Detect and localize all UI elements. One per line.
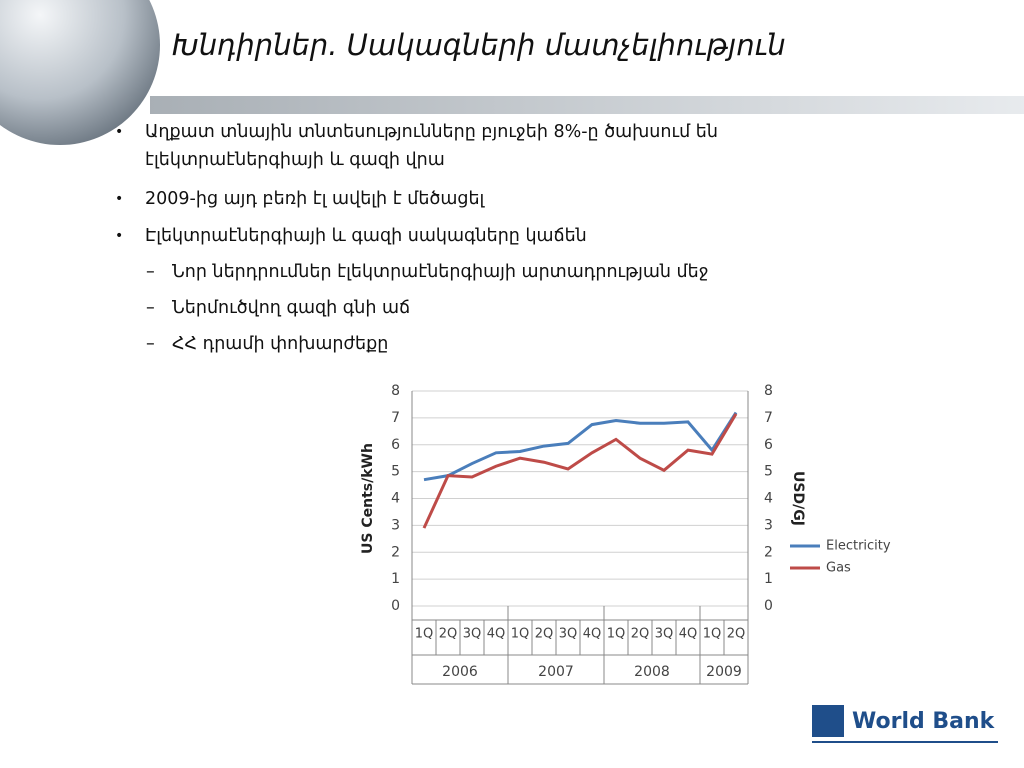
legend-label: Electricity	[826, 539, 891, 554]
subbullet: Նոր ներդրումներ էլեկտրաէներգիայի արտադրո…	[146, 262, 709, 282]
bullet: Էլեկտրաէներգիայի և գազի սակագները կաճեն	[115, 222, 845, 250]
y2-axis-label: USD/GJ	[790, 471, 806, 526]
y-tick-label: 4	[391, 491, 400, 507]
y-tick-label: 8	[391, 383, 400, 399]
x-group-label: 2009	[706, 664, 742, 680]
y-tick-label: 1	[391, 571, 400, 587]
y2-tick-label: 2	[764, 544, 773, 560]
x-tick-label: 2Q	[727, 627, 746, 642]
x-tick-label: 1Q	[511, 627, 530, 642]
slide-title: Խնդիրներ. Սակագների մատչելիություն	[172, 28, 786, 62]
x-tick-label: 1Q	[607, 627, 626, 642]
series-line	[422, 413, 738, 529]
x-tick-label: 3Q	[559, 627, 578, 642]
y2-tick-label: 0	[764, 598, 773, 614]
y-tick-label: 3	[391, 517, 400, 533]
x-tick-label: 1Q	[703, 627, 722, 642]
bullet: 2009-ից այդ բեռի էլ ավելի է մեծացել	[115, 185, 845, 213]
y-tick-label: 0	[391, 598, 400, 614]
x-group-label: 2006	[442, 664, 478, 680]
x-tick-label: 4Q	[487, 627, 506, 642]
y2-tick-label: 5	[764, 464, 773, 480]
x-tick-label: 2Q	[439, 627, 458, 642]
subbullet: Ներմուծվող գազի գնի աճ	[146, 298, 410, 318]
x-tick-label: 4Q	[679, 627, 698, 642]
y-axis-label: US Cents/kWh	[360, 443, 376, 554]
y-tick-label: 7	[391, 410, 400, 426]
logo-text: World Bank	[852, 709, 996, 734]
y2-tick-label: 6	[764, 437, 773, 453]
x-tick-label: 4Q	[583, 627, 602, 642]
y-tick-label: 5	[391, 464, 400, 480]
globe	[0, 0, 160, 145]
subbullet: ՀՀ դրամի փոխարժեքը	[146, 334, 388, 354]
x-tick-label: 3Q	[655, 627, 674, 642]
y-tick-label: 2	[391, 544, 400, 560]
y2-tick-label: 3	[764, 517, 773, 533]
series-line	[423, 411, 738, 482]
x-tick-label: 1Q	[415, 627, 434, 642]
x-group-label: 2007	[538, 664, 574, 680]
logo-icon	[812, 705, 844, 737]
x-tick-label: 3Q	[463, 627, 482, 642]
y2-tick-label: 8	[764, 383, 773, 399]
x-tick-label: 2Q	[631, 627, 650, 642]
x-tick-label: 2Q	[535, 627, 554, 642]
header-bar	[150, 96, 1024, 114]
y-tick-label: 6	[391, 437, 400, 453]
y2-tick-label: 1	[764, 571, 773, 587]
y2-tick-label: 7	[764, 410, 773, 426]
y2-tick-label: 4	[764, 491, 773, 507]
bullet: Աղքատ տնային տնտեսությունները բյուջեի 8%…	[115, 118, 845, 174]
legend-label: Gas	[826, 561, 851, 576]
x-group-label: 2008	[634, 664, 670, 680]
